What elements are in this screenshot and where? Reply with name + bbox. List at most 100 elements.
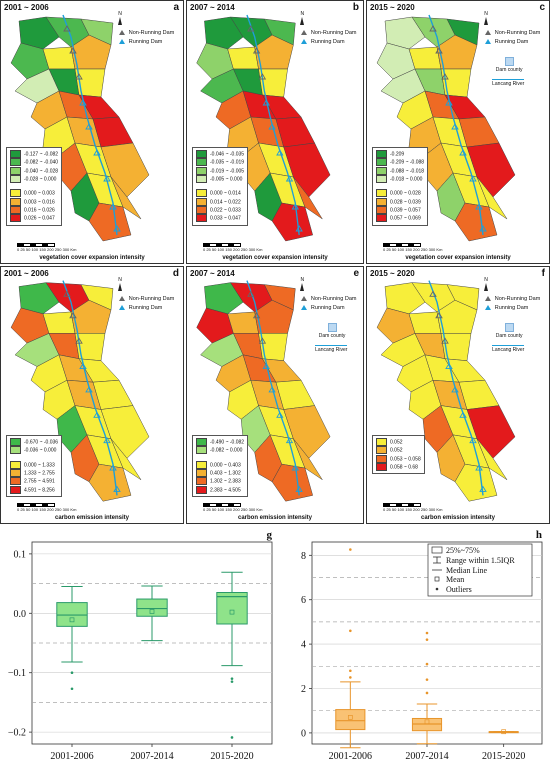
dam-marker (113, 225, 121, 232)
dam-marker (93, 411, 101, 418)
map-panel-f: 2015 ~ 2020 f N Non-Running Dam Running Da… (366, 266, 550, 524)
dam-marker (479, 485, 487, 492)
legend-label: Outliers (446, 585, 472, 594)
y-tick-label: −0.1 (8, 668, 26, 679)
legend-row: 4.591 ~ 8.256 (10, 485, 58, 494)
legend-non-running: Non-Running Dam (494, 296, 541, 302)
dam-marker (291, 464, 299, 471)
legend-range: -0.209 (390, 151, 405, 158)
legend-range: 0.000 ~ 0.403 (210, 461, 241, 468)
basin-map-e (196, 280, 331, 502)
legend-row: 0.000 ~ 0.014 (196, 189, 244, 198)
panel-letter: b (352, 2, 359, 13)
north-arrow-icon (300, 283, 305, 291)
river-swatch (315, 345, 348, 346)
dam-legend: Non-Running Dam Running Dam (118, 29, 175, 47)
legend-row: -0.082 ~ -0.040 (10, 158, 58, 167)
scale-bar: 0 25 50 100 150 200 250 300 Km (203, 503, 262, 512)
legend-row: 0.403 ~ 1.302 (196, 468, 244, 477)
north-arrow-icon (118, 283, 123, 291)
dam-marker (103, 175, 111, 182)
dam-marker (262, 99, 270, 106)
legend-swatch (10, 166, 21, 175)
class-legend: -0.209 -0.209 ~ -0.088 -0.088 ~ -0.018 -0.0… (372, 147, 429, 226)
y-tick-label: 0.0 (14, 609, 27, 620)
legend-swatch (196, 446, 207, 455)
dam-marker (79, 99, 87, 106)
dam-marker (113, 485, 121, 492)
dam-marker (69, 312, 77, 319)
period-label: 2007 ~ 2014 (190, 269, 235, 278)
legend-range: 2.383 ~ 4.505 (210, 486, 241, 493)
map-region (384, 282, 426, 315)
outlier-point (349, 676, 352, 679)
period-label: 2007 ~ 2014 (190, 3, 235, 12)
dam-marker (441, 73, 449, 80)
legend-swatch (196, 477, 207, 486)
legend-row: -0.040 ~ -0.028 (10, 166, 58, 175)
dam-marker (75, 73, 83, 80)
map-region (408, 46, 442, 70)
legend-swatch (10, 460, 21, 469)
legend-range: -0.127 ~ -0.082 (24, 151, 59, 158)
legend-swatch (196, 158, 207, 167)
legend-label: Mean (446, 575, 464, 584)
legend-county: Dam county (495, 67, 523, 73)
legend-swatch (376, 158, 387, 167)
dam-marker (475, 464, 483, 471)
map-region (204, 282, 244, 315)
legend-range: -0.019 ~ -0.005 (210, 167, 245, 174)
legend-row: -0.490 ~ -0.082 (196, 438, 244, 446)
dam-legend: Non-Running Dam Running Dam (484, 295, 541, 313)
legend-swatch (376, 454, 387, 463)
outlier-point (425, 638, 429, 641)
legend-non-running: Non-Running Dam (128, 30, 175, 36)
legend-swatch (376, 205, 387, 214)
north-arrow: N (481, 11, 491, 25)
legend-range: 1.302 ~ 2.383 (210, 478, 241, 485)
y-tick-label: 2 (301, 684, 306, 695)
north-arrow: N (481, 277, 491, 291)
y-tick-label: 6 (301, 595, 306, 606)
mean-marker (69, 617, 75, 623)
class-legend: -0.127 ~ -0.082 -0.082 ~ -0.040 -0.040 ~ -… (6, 147, 63, 226)
legend-swatch (196, 189, 207, 198)
legend-swatch (10, 438, 21, 446)
legend-running: Running Dam (128, 305, 163, 311)
map-region (476, 176, 508, 220)
legend-range: 0.039 ~ 0.057 (390, 207, 421, 214)
x-tick-label: 2001-2006 (329, 751, 372, 762)
panel-letter: g (267, 529, 273, 541)
panel-letter: e (353, 268, 359, 279)
non-running-dam-icon (484, 296, 491, 302)
legend-non-running: Non-Running Dam (494, 30, 541, 36)
legend-swatch (10, 150, 21, 158)
legend-row: -0.035 ~ -0.019 (196, 158, 244, 167)
dam-marker (459, 149, 467, 156)
dam-marker (268, 386, 276, 393)
map-region (283, 142, 331, 198)
basin-map-c (376, 14, 516, 242)
iqr-box (136, 598, 168, 617)
legend-swatch (10, 468, 21, 477)
legend-running: Running Dam (310, 305, 345, 311)
dam-marker (285, 436, 294, 444)
legend-range: -0.088 ~ -0.018 (390, 167, 425, 174)
legend-row: -0.209 ~ -0.088 (376, 158, 424, 167)
legend-river: Lancang River (315, 347, 348, 353)
map-region (254, 34, 294, 70)
mean-marker (347, 715, 353, 720)
legend-row: -0.028 ~ 0.000 (10, 174, 58, 183)
legend-range: 0.403 ~ 1.302 (210, 470, 241, 477)
legend-running: Running Dam (310, 39, 345, 45)
dam-marker (285, 175, 294, 182)
north-arrow-icon (484, 17, 489, 25)
outlier-point (230, 677, 234, 680)
map-region (408, 311, 442, 334)
map-region (454, 463, 498, 502)
legend-row: 0.028 ~ 0.039 (376, 197, 424, 206)
outlier-point (425, 631, 429, 635)
scale-bar-graphic (203, 503, 241, 507)
x-tick-label: 2007-2014 (130, 751, 173, 762)
legend-row: 0.016 ~ 0.026 (10, 205, 58, 214)
